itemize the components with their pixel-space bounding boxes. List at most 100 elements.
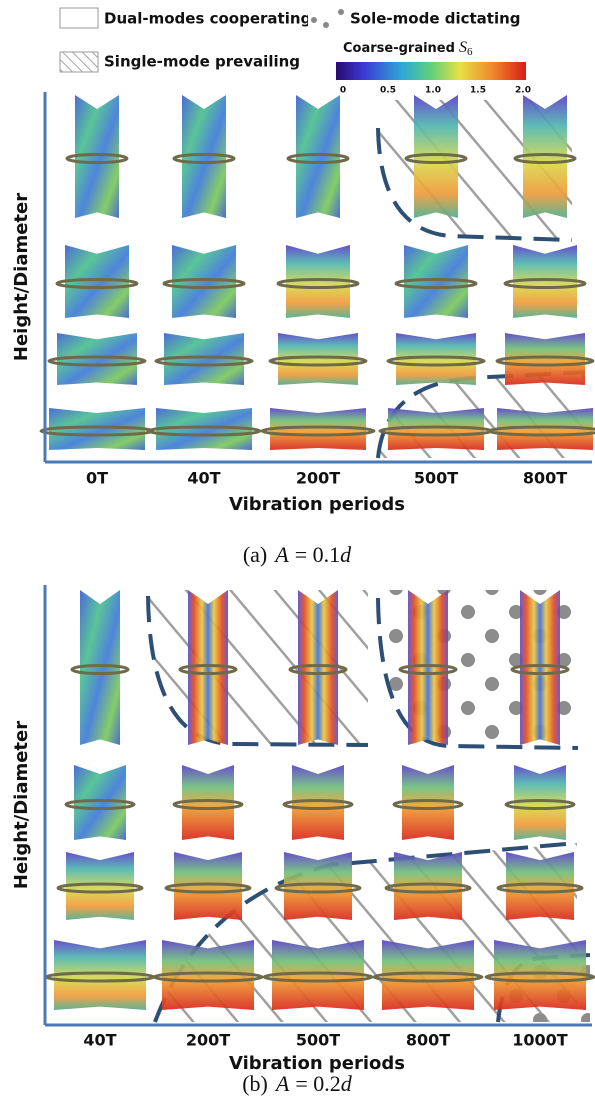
packing (523, 95, 567, 218)
ring (372, 971, 484, 983)
packing (394, 852, 462, 920)
packing (514, 765, 566, 840)
packing (296, 95, 340, 218)
packing (164, 333, 244, 385)
packing (57, 333, 137, 385)
caption-symbol: A (273, 542, 289, 567)
legend-text: Dual-modes cooperating (104, 10, 311, 28)
packing (49, 408, 145, 450)
ring (496, 882, 584, 894)
packing (506, 852, 574, 920)
packing (382, 940, 474, 1010)
packing (505, 333, 585, 385)
column-label: 1000T (512, 1031, 568, 1050)
colorbar-label: Coarse-grained S6 (343, 39, 473, 58)
packing (54, 940, 146, 1010)
packing (494, 940, 586, 1010)
ring (146, 425, 262, 437)
packing (272, 940, 364, 1010)
ring (65, 153, 129, 164)
legend-text: Sole-mode dictating (350, 10, 521, 28)
packing (284, 852, 352, 920)
caption: (b) A = 0.2d (242, 1071, 353, 1096)
packing (513, 245, 577, 318)
x-axis-label: Vibration periods (229, 1053, 405, 1074)
caption-equals: = 0.2 (295, 1071, 340, 1096)
ring (178, 664, 238, 675)
ring (487, 425, 595, 437)
packing (162, 940, 254, 1010)
column-label: 500T (296, 1031, 340, 1050)
y-axis-label: Height/Diameter (11, 721, 32, 889)
packing (520, 590, 560, 745)
ring (152, 971, 264, 983)
ring (503, 278, 587, 289)
legend-swatch (59, 51, 99, 73)
y-axis-label: Height/Diameter (11, 193, 32, 361)
legend-swatch (308, 8, 346, 28)
colorbar (336, 62, 526, 80)
ring (404, 153, 468, 164)
packing (298, 590, 338, 745)
packing (396, 333, 476, 385)
colorbar-tick: 0 (340, 86, 346, 96)
packing (402, 765, 454, 840)
column-label: 40T (187, 469, 220, 488)
ring (162, 278, 246, 289)
region-border (376, 597, 579, 750)
colorbar-subscript: 6 (467, 46, 473, 58)
packing (388, 408, 484, 450)
packing (182, 765, 234, 840)
ring (398, 664, 458, 675)
packing (66, 852, 134, 920)
ring (64, 799, 136, 810)
ring (504, 799, 576, 810)
region-border (146, 595, 369, 747)
packing (404, 245, 468, 318)
packing (278, 333, 358, 385)
ring (513, 153, 577, 164)
colorbar-label-text: Coarse-grained (343, 41, 455, 56)
packing (497, 408, 593, 450)
ring (392, 799, 464, 810)
caption: (a) A = 0.1d (243, 542, 352, 567)
ring (384, 882, 472, 894)
column-label: 0T (86, 469, 108, 488)
ring (39, 425, 155, 437)
packing (80, 590, 120, 745)
colorbar-symbol: S (459, 39, 467, 56)
colorbar-tick: 1.0 (425, 86, 441, 96)
column-label: 200T (186, 1031, 230, 1050)
packing (172, 245, 236, 318)
caption-symbol: A (274, 1071, 290, 1096)
packing (75, 95, 119, 218)
ring (268, 355, 368, 367)
column-label: 800T (523, 469, 567, 488)
colorbar-tick: 0.5 (380, 86, 396, 96)
caption-equals: = 0.1 (295, 542, 340, 567)
caption-unit: d (340, 542, 352, 567)
column-label: 40T (83, 1031, 116, 1050)
ring (56, 882, 144, 894)
packing (408, 590, 448, 745)
colorbar-tick: 1.5 (470, 86, 486, 96)
ring (510, 664, 570, 675)
colorbar-tick: 2.0 (515, 86, 531, 96)
ring (394, 278, 478, 289)
ring (260, 425, 376, 437)
ring (55, 278, 139, 289)
ring (386, 355, 486, 367)
ring (274, 882, 362, 894)
ring (495, 355, 595, 367)
column-label: 200T (296, 469, 340, 488)
packing (182, 95, 226, 218)
ring (288, 664, 348, 675)
packing (286, 245, 350, 318)
ring (172, 799, 244, 810)
ring (276, 278, 360, 289)
packing (270, 408, 366, 450)
packing (188, 590, 228, 745)
packing (414, 95, 458, 218)
x-axis-label: Vibration periods (229, 494, 405, 515)
